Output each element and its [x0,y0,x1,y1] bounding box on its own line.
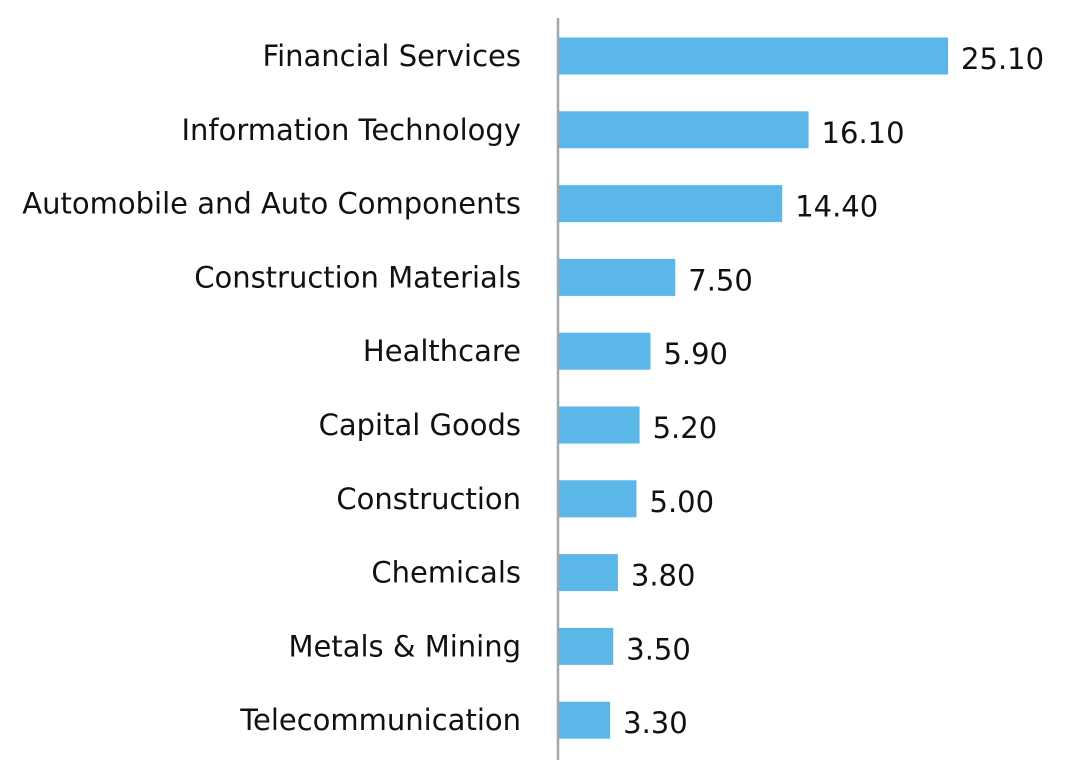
value-label-information-technology: 16.10 [822,116,905,150]
category-label-capital-goods: Capital Goods [319,408,521,442]
bar-automobile-and-auto-components [559,185,783,223]
category-label-metals-and-mining: Metals & Mining [288,629,521,663]
value-label-automobile-and-auto-components: 14.40 [795,190,878,224]
value-label-capital-goods: 5.20 [653,411,718,445]
category-label-telecommunication: Telecommunication [239,703,521,737]
value-label-chemicals: 3.80 [631,559,696,593]
category-label-information-technology: Information Technology [181,113,521,147]
bar-telecommunication [559,701,611,739]
category-label-chemicals: Chemicals [371,556,521,590]
value-labels: 25.10 16.10 14.40 7.50 5.90 5.20 5.00 3.80 3.50 3… [623,42,1044,740]
category-label-construction-materials: Construction Materials [194,260,521,294]
category-label-automobile-and-auto-components: Automobile and Auto Components [22,187,521,221]
bar-capital-goods [559,406,640,444]
value-label-metals-and-mining: 3.50 [626,632,691,666]
value-label-healthcare: 5.90 [663,337,728,371]
category-label-construction: Construction [336,482,521,516]
value-label-construction-materials: 7.50 [688,263,753,297]
category-label-financial-services: Financial Services [263,39,522,73]
bar-chemicals [559,554,618,592]
value-label-financial-services: 25.10 [961,42,1044,76]
bars-layer [559,37,949,739]
bar-financial-services [559,37,949,75]
category-label-healthcare: Healthcare [363,334,521,368]
bar-information-technology [559,111,809,149]
bar-healthcare [559,332,651,370]
value-label-telecommunication: 3.30 [623,706,688,740]
category-labels: Financial Services Information Technology… [22,39,521,737]
bar-metals-and-mining [559,627,614,665]
value-label-construction: 5.00 [650,485,715,519]
bar-construction-materials [559,258,676,296]
bar-construction [559,480,637,518]
